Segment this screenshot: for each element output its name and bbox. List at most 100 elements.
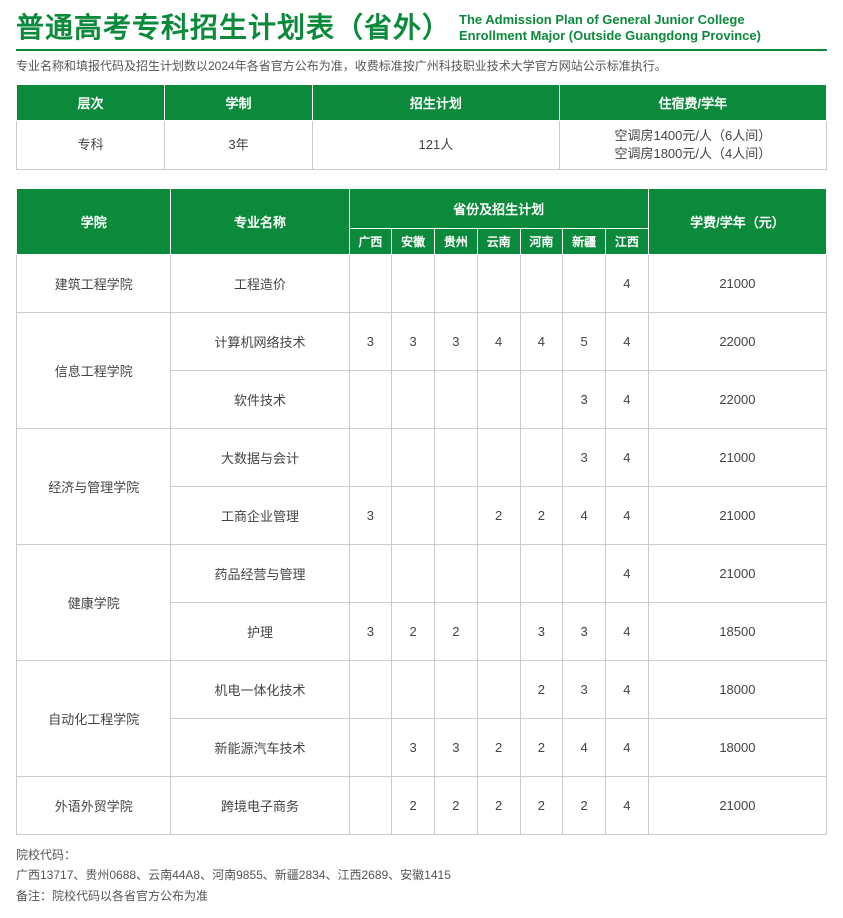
- plan-cell: 4: [606, 718, 649, 776]
- plan-cell: 2: [435, 602, 478, 660]
- plan-cell: [520, 544, 563, 602]
- plan-cell: 5: [563, 312, 606, 370]
- sum-level: 专科: [17, 120, 165, 169]
- plan-cell: 2: [520, 718, 563, 776]
- plan-cell: 4: [606, 312, 649, 370]
- sum-h-plan: 招生计划: [313, 84, 560, 120]
- table-row: 信息工程学院计算机网络技术333445422000: [17, 312, 827, 370]
- fee-cell: 21000: [648, 776, 826, 834]
- plan-cell: 4: [477, 312, 520, 370]
- table-row: 自动化工程学院机电一体化技术23418000: [17, 660, 827, 718]
- province-header: 贵州: [435, 228, 478, 254]
- main-table: 学院 专业名称 省份及招生计划 学费/学年（元） 广西安徽贵州云南河南新疆江西 …: [16, 188, 827, 835]
- plan-cell: 3: [563, 428, 606, 486]
- college-cell: 健康学院: [17, 544, 171, 660]
- college-cell: 外语外贸学院: [17, 776, 171, 834]
- plan-cell: 3: [563, 370, 606, 428]
- sum-h-dorm: 住宿费/学年: [559, 84, 826, 120]
- plan-cell: [392, 486, 435, 544]
- table-row: 外语外贸学院跨境电子商务22222421000: [17, 776, 827, 834]
- h-major: 专业名称: [171, 188, 349, 254]
- h-college: 学院: [17, 188, 171, 254]
- major-cell: 新能源汽车技术: [171, 718, 349, 776]
- plan-cell: [477, 660, 520, 718]
- plan-cell: [392, 254, 435, 312]
- footer-remark: 备注：院校代码以各省官方公布为准: [16, 886, 827, 906]
- plan-cell: [349, 718, 392, 776]
- plan-cell: 2: [520, 660, 563, 718]
- plan-cell: 2: [563, 776, 606, 834]
- plan-cell: [349, 660, 392, 718]
- sum-dorm: 空调房1400元/人（6人间） 空调房1800元/人（4人间）: [559, 120, 826, 169]
- plan-cell: 4: [563, 486, 606, 544]
- fee-cell: 18500: [648, 602, 826, 660]
- plan-cell: 3: [520, 602, 563, 660]
- plan-cell: 3: [392, 718, 435, 776]
- plan-cell: 3: [349, 602, 392, 660]
- plan-cell: [349, 428, 392, 486]
- plan-cell: 2: [477, 718, 520, 776]
- fee-cell: 22000: [648, 312, 826, 370]
- major-cell: 护理: [171, 602, 349, 660]
- sum-duration: 3年: [165, 120, 313, 169]
- plan-cell: [563, 254, 606, 312]
- plan-cell: 4: [520, 312, 563, 370]
- title-sub: The Admission Plan of General Junior Col…: [459, 12, 761, 45]
- plan-cell: [477, 254, 520, 312]
- h-fee: 学费/学年（元）: [648, 188, 826, 254]
- province-header: 安徽: [392, 228, 435, 254]
- major-cell: 机电一体化技术: [171, 660, 349, 718]
- college-cell: 建筑工程学院: [17, 254, 171, 312]
- fee-cell: 21000: [648, 254, 826, 312]
- plan-cell: 4: [606, 776, 649, 834]
- main-tbody: 建筑工程学院工程造价421000信息工程学院计算机网络技术33344542200…: [17, 254, 827, 834]
- plan-cell: [392, 428, 435, 486]
- footer-notes: 院校代码： 广西13717、贵州0688、云南44A8、河南9855、新疆283…: [16, 845, 827, 906]
- plan-cell: 4: [606, 660, 649, 718]
- plan-cell: 2: [392, 602, 435, 660]
- province-header: 河南: [520, 228, 563, 254]
- province-header: 新疆: [563, 228, 606, 254]
- summary-table: 层次 学制 招生计划 住宿费/学年 专科 3年 121人 空调房1400元/人（…: [16, 84, 827, 170]
- plan-cell: 3: [392, 312, 435, 370]
- major-cell: 工程造价: [171, 254, 349, 312]
- plan-cell: [435, 254, 478, 312]
- plan-cell: 3: [435, 718, 478, 776]
- major-cell: 计算机网络技术: [171, 312, 349, 370]
- plan-cell: [392, 544, 435, 602]
- sum-h-duration: 学制: [165, 84, 313, 120]
- major-cell: 软件技术: [171, 370, 349, 428]
- plan-cell: 4: [606, 486, 649, 544]
- college-cell: 自动化工程学院: [17, 660, 171, 776]
- plan-cell: [520, 428, 563, 486]
- plan-cell: [349, 254, 392, 312]
- fee-cell: 18000: [648, 660, 826, 718]
- plan-cell: 3: [349, 312, 392, 370]
- province-header: 江西: [606, 228, 649, 254]
- plan-cell: [563, 544, 606, 602]
- major-cell: 跨境电子商务: [171, 776, 349, 834]
- province-header: 云南: [477, 228, 520, 254]
- plan-cell: [435, 544, 478, 602]
- plan-cell: [520, 370, 563, 428]
- title-main: 普通高考专科招生计划表（省外）: [16, 13, 451, 44]
- fee-cell: 18000: [648, 718, 826, 776]
- fee-cell: 22000: [648, 370, 826, 428]
- plan-cell: 2: [477, 776, 520, 834]
- plan-cell: [477, 370, 520, 428]
- plan-cell: 4: [606, 254, 649, 312]
- plan-cell: 3: [435, 312, 478, 370]
- plan-cell: 2: [520, 486, 563, 544]
- summary-row: 专科 3年 121人 空调房1400元/人（6人间） 空调房1800元/人（4人…: [17, 120, 827, 169]
- plan-cell: [392, 370, 435, 428]
- title-sub-line1: The Admission Plan of General Junior Col…: [459, 12, 761, 28]
- footer-codes: 广西13717、贵州0688、云南44A8、河南9855、新疆2834、江西26…: [16, 865, 827, 885]
- plan-cell: 3: [563, 660, 606, 718]
- plan-cell: [349, 544, 392, 602]
- fee-cell: 21000: [648, 428, 826, 486]
- plan-cell: [435, 486, 478, 544]
- major-cell: 工商企业管理: [171, 486, 349, 544]
- plan-cell: 2: [435, 776, 478, 834]
- plan-cell: [477, 544, 520, 602]
- dorm-line1: 空调房1400元/人（6人间）: [566, 127, 820, 145]
